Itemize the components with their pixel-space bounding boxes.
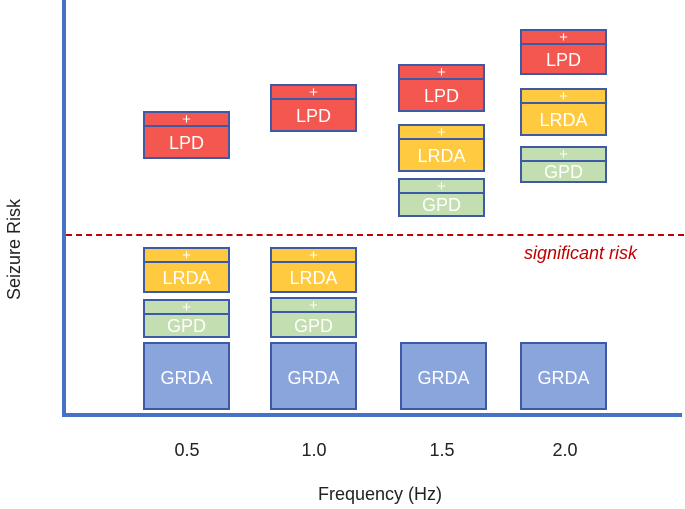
box-label: GRDA xyxy=(537,368,590,388)
gpd-box-0-5: + GPD xyxy=(143,299,230,338)
y-axis-title: Seizure Risk xyxy=(4,198,24,300)
lpd-box-1-5: + LPD xyxy=(398,64,485,112)
box-label: GPD xyxy=(543,162,583,182)
lrda-box-0-5: + LRDA xyxy=(143,247,230,293)
gpd-box-2-0: + GPD xyxy=(520,146,607,183)
box-label: LPD xyxy=(545,50,581,70)
box-label: LPD xyxy=(295,106,331,126)
plus-sign: + xyxy=(559,88,568,105)
box-label: GPD xyxy=(293,316,333,336)
box-divider xyxy=(145,313,228,315)
box-label: LRDA xyxy=(539,110,588,130)
plus-sign: + xyxy=(182,299,191,316)
lrda-box-1-5: + LRDA xyxy=(398,124,485,172)
box-divider xyxy=(272,98,355,100)
grda-box-2-0: GRDA xyxy=(520,342,607,410)
grda-box-1-5: GRDA xyxy=(400,342,487,410)
significant-risk-label: significant risk xyxy=(524,243,638,263)
grda-box-0-5: GRDA xyxy=(143,342,230,410)
plus-sign: + xyxy=(309,247,318,264)
lpd-box-2-0: + LPD xyxy=(520,29,607,75)
lrda-box-1-0: + LRDA xyxy=(270,247,357,293)
box-label: LRDA xyxy=(289,268,338,288)
plus-sign: + xyxy=(309,84,318,101)
lrda-box-2-0: + LRDA xyxy=(520,88,607,136)
lpd-box-0-5: + LPD xyxy=(143,111,230,159)
gpd-box-1-0: + GPD xyxy=(270,297,357,338)
box-divider xyxy=(522,160,605,162)
box-divider xyxy=(145,261,228,263)
plus-sign: + xyxy=(182,247,191,264)
plus-sign: + xyxy=(559,146,568,163)
box-label: LRDA xyxy=(417,146,466,166)
plus-sign: + xyxy=(559,29,568,46)
x-tick-label: 0.5 xyxy=(174,440,200,460)
box-label: GRDA xyxy=(287,368,340,388)
box-label: LRDA xyxy=(162,268,211,288)
y-axis xyxy=(62,0,66,417)
x-axis-title: Frequency (Hz) xyxy=(317,484,443,504)
box-divider xyxy=(400,78,483,80)
box-label: LPD xyxy=(168,133,204,153)
box-label: GPD xyxy=(166,316,206,336)
gpd-box-1-5: + GPD xyxy=(398,178,485,217)
x-tick-label: 2.0 xyxy=(552,440,578,460)
box-divider xyxy=(145,125,228,127)
plus-sign: + xyxy=(437,124,446,141)
plus-sign: + xyxy=(309,297,318,314)
grda-box-1-0: GRDA xyxy=(270,342,357,410)
box-label: LPD xyxy=(423,86,459,106)
plus-sign: + xyxy=(437,178,446,195)
box-divider xyxy=(400,192,483,194)
box-divider xyxy=(522,43,605,45)
box-divider xyxy=(400,138,483,140)
significant-risk-line xyxy=(66,234,684,236)
box-divider xyxy=(522,102,605,104)
plus-sign: + xyxy=(437,64,446,81)
x-axis xyxy=(62,413,682,417)
box-label: GRDA xyxy=(417,368,470,388)
box-divider xyxy=(272,311,355,313)
box-label: GPD xyxy=(421,195,461,215)
plus-sign: + xyxy=(182,111,191,128)
lpd-box-1-0: + LPD xyxy=(270,84,357,132)
x-tick-label: 1.0 xyxy=(301,440,327,460)
x-tick-label: 1.5 xyxy=(429,440,455,460)
box-divider xyxy=(272,261,355,263)
box-label: GRDA xyxy=(160,368,213,388)
